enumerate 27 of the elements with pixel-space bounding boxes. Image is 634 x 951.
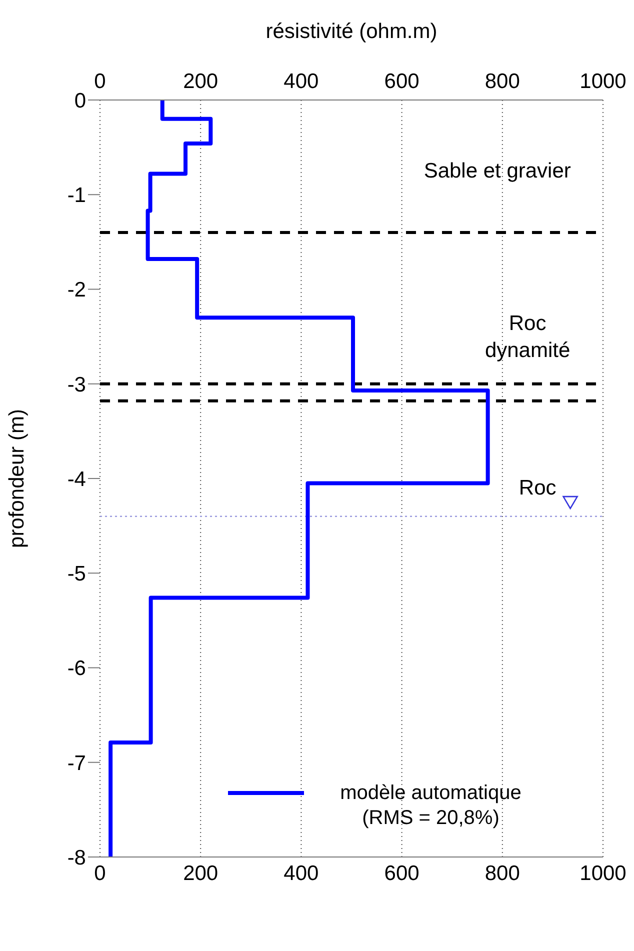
x2-tick-label: 400: [284, 70, 319, 93]
x2-tick-label: 800: [484, 70, 520, 93]
legend-label: modèle automatique (RMS = 20,8%): [339, 780, 522, 831]
y-axis-title: profondeur (m): [5, 409, 28, 548]
x2-tick-label: 1000: [580, 70, 626, 93]
y-tick-label: -4: [67, 468, 86, 491]
x2-tick-label: 0: [94, 70, 106, 93]
y-tick-label: -2: [67, 278, 86, 302]
y-tick-label: -7: [67, 752, 86, 775]
y-tick-label: -6: [67, 657, 86, 680]
annotation: Roc dynamité: [484, 311, 570, 364]
x-tick-label: 200: [183, 862, 218, 885]
x2-tick-label: 200: [183, 70, 218, 93]
annotation: Sable et gravier: [424, 158, 571, 184]
y-tick-label: -1: [67, 184, 86, 208]
y-tick-label: -5: [67, 562, 86, 586]
x-tick-label: 1000: [580, 862, 626, 885]
x2-tick-label: 600: [384, 70, 420, 93]
x-tick-label: 400: [284, 862, 319, 885]
annotation: Roc: [518, 476, 556, 502]
y-tick-label: 0: [74, 89, 86, 112]
y-tick-label: -8: [67, 846, 86, 870]
x-tick-label: 800: [484, 862, 520, 885]
y-tick-label: -3: [67, 373, 86, 396]
x-tick-label: 0: [94, 862, 106, 885]
x-tick-label: 600: [384, 862, 420, 885]
x-axis-title: résistivité (ohm.m): [266, 20, 438, 43]
